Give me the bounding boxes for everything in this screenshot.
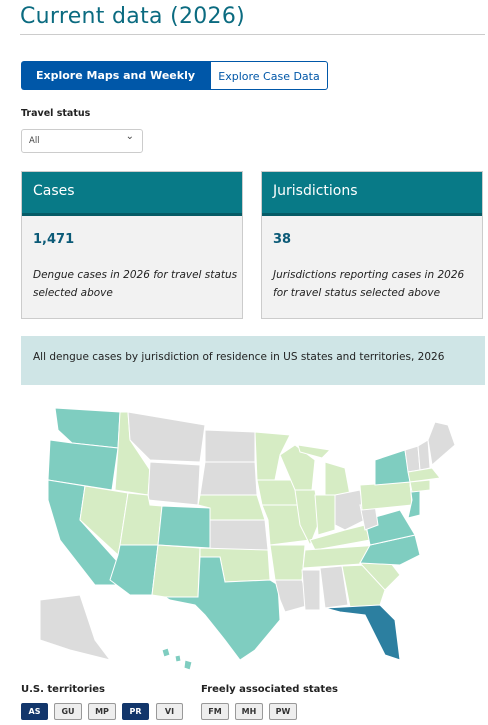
card-title: Jurisdictions: [262, 172, 482, 216]
filter-select[interactable]: All: [21, 126, 143, 153]
tab[interactable]: Explore Case Data: [210, 61, 328, 90]
page-title: Current data (2026): [20, 4, 246, 29]
territory-button[interactable]: PR: [122, 703, 149, 720]
tab[interactable]: Explore Maps and Weekly Data: [21, 61, 210, 111]
territory-button[interactable]: VI: [156, 703, 183, 720]
map: [39, 407, 456, 671]
map-caption: All dengue cases by jurisdiction of resi…: [21, 336, 485, 385]
card-title: Cases: [22, 172, 242, 216]
freely-associated-button[interactable]: MH: [235, 703, 263, 720]
freely-associated-button[interactable]: FM: [201, 703, 229, 720]
territory-button[interactable]: AS: [21, 703, 48, 720]
card-description: Dengue cases in 2026 for travel status s…: [33, 269, 238, 299]
card-description: Jurisdictions reporting cases in 2026 fo…: [273, 269, 465, 299]
territory-button[interactable]: MP: [88, 703, 116, 720]
card: Cases 1,471 Dengue cases in 2026 for tra…: [21, 171, 243, 319]
freely-associated-button[interactable]: PW: [269, 703, 297, 720]
card-value: 1,471: [33, 232, 75, 247]
select-value: All: [29, 136, 40, 146]
divider: [20, 34, 485, 35]
group-label: U.S. territories: [21, 684, 105, 695]
card: Jurisdictions 38 Jurisdictions reporting…: [261, 171, 483, 319]
territory-button[interactable]: GU: [54, 703, 82, 720]
group-label: Freely associated states: [201, 684, 338, 695]
states: [39, 407, 456, 671]
filter-label: Travel status: [21, 108, 91, 119]
card-value: 38: [273, 232, 292, 247]
